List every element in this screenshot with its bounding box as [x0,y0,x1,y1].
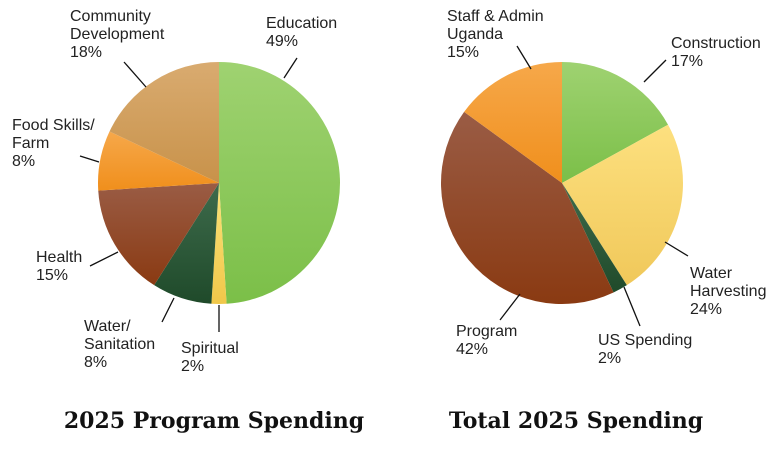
label-water-harvesting: Water Harvesting 24% [690,265,767,318]
leader-line-us-spending [623,286,641,327]
pie-slice-spiritual [211,183,227,304]
label-staff-admin: Staff & Admin Uganda 15% [447,8,544,61]
leader-line-water-sanitation [161,297,175,323]
label-education: Education 49% [266,15,338,50]
label-food-skills: Food Skills/ Farm 8% [12,117,95,170]
leader-line-staff [516,45,532,70]
pie-slice-program [440,111,614,304]
label-us-spending: US Spending 2% [598,332,693,367]
chart-title-program: 2025 Program Spending [63,408,365,434]
chart-title-total: Total 2025 Spending [448,408,704,434]
pie-slice-water-harvesting [562,124,683,286]
pie-slice-construction [562,62,669,183]
leader-line-program [499,293,521,321]
label-health: Health 15% [36,249,83,284]
pie-slice-community-development [109,62,219,183]
pie-slice-food-skills-farm [98,131,219,191]
pie-slice-health [98,183,219,286]
leader-line-food [79,155,100,163]
label-construction: Construction 17% [671,35,761,70]
label-water-sanitation: Water/ Sanitation 8% [84,318,156,371]
pie-slice-staff-admin-uganda [464,62,562,183]
pie-slice-education [219,62,340,304]
label-program: Program 42% [456,323,518,358]
leader-lines [79,45,689,332]
label-community: Community Development 18% [70,8,165,61]
leader-line-community [123,61,147,88]
pie-slice-us-spending [562,183,627,293]
leader-line-education [283,57,298,79]
leader-line-health [89,251,119,267]
label-spiritual: Spiritual 2% [181,340,239,375]
pie-slice-water-sanitation [154,183,219,304]
leader-line-construction [643,59,667,83]
leader-line-water-harvesting [664,241,689,257]
